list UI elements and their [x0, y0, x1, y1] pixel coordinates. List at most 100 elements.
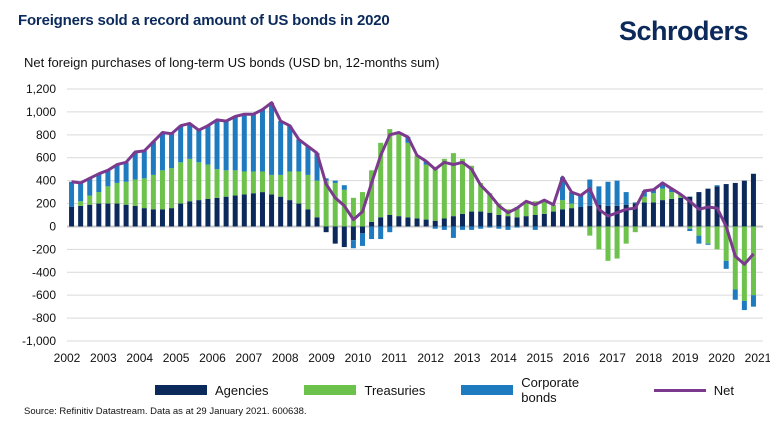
- bar-corporate-bonds: [578, 195, 584, 207]
- bar-agencies: [660, 200, 666, 227]
- bar-agencies: [641, 202, 647, 227]
- y-tick-label: -200: [32, 242, 56, 256]
- bar-agencies: [587, 205, 593, 227]
- bar-corporate-bonds: [141, 150, 147, 179]
- bar-corporate-bonds: [178, 125, 184, 163]
- bar-corporate-bonds: [241, 114, 247, 172]
- bar-agencies: [287, 200, 293, 227]
- x-tick-label: 2012: [417, 351, 444, 365]
- bar-agencies: [469, 211, 475, 227]
- bar-corporate-bonds: [560, 177, 566, 201]
- bar-treasuries: [114, 182, 120, 204]
- source-note: Source: Refinitiv Datastream. Data as at…: [24, 406, 307, 417]
- bar-agencies: [305, 209, 311, 227]
- y-tick-label: -1,000: [22, 334, 56, 348]
- bar-corporate-bonds: [250, 114, 256, 172]
- bar-treasuries: [241, 171, 247, 195]
- bar-corporate-bonds: [187, 123, 193, 159]
- bar-agencies: [359, 226, 365, 234]
- bar-treasuries: [669, 192, 675, 199]
- legend-label: Corporate bonds: [521, 375, 580, 405]
- bar-agencies: [332, 226, 338, 244]
- bar-treasuries: [378, 142, 384, 218]
- bar-agencies: [87, 204, 93, 227]
- bar-treasuries: [159, 170, 165, 210]
- bar-treasuries: [387, 129, 393, 215]
- x-tick-label: 2006: [199, 351, 226, 365]
- x-tick-label: 2014: [490, 351, 517, 365]
- bar-agencies: [269, 194, 275, 227]
- bar-agencies: [414, 218, 420, 227]
- bar-agencies: [214, 197, 220, 227]
- bar-agencies: [341, 226, 347, 248]
- bar-treasuries: [369, 170, 375, 222]
- bar-corporate-bonds: [623, 192, 629, 205]
- bar-treasuries: [187, 158, 193, 202]
- bar-treasuries: [278, 174, 284, 197]
- bar-treasuries: [441, 158, 447, 219]
- bar-treasuries: [414, 155, 420, 219]
- x-tick-label: 2002: [54, 351, 81, 365]
- bar-agencies: [241, 194, 247, 227]
- bar-treasuries: [596, 226, 602, 250]
- chart-subtitle: Net foreign purchases of long-term US bo…: [24, 55, 440, 70]
- bar-agencies: [159, 209, 165, 227]
- bar-corporate-bonds: [269, 102, 275, 175]
- y-tick-label: 600: [36, 151, 56, 165]
- x-tick-label: 2011: [381, 351, 407, 365]
- bar-agencies: [523, 216, 529, 227]
- bar-treasuries: [705, 226, 711, 244]
- x-tick-label: 2005: [163, 351, 190, 365]
- bar-agencies: [514, 217, 520, 227]
- x-tick-label: 2007: [235, 351, 262, 365]
- bar-treasuries: [196, 162, 202, 201]
- bar-corporate-bonds: [569, 192, 575, 204]
- bar-agencies: [141, 208, 147, 227]
- bar-corporate-bonds: [196, 130, 202, 163]
- bar-agencies: [114, 203, 120, 227]
- bar-agencies: [205, 198, 211, 227]
- x-tick-label: 2019: [672, 351, 699, 365]
- bar-treasuries: [605, 226, 611, 261]
- bar-corporate-bonds: [514, 226, 520, 228]
- bar-corporate-bonds: [614, 180, 620, 206]
- bar-treasuries: [205, 164, 211, 199]
- bar-corporate-bonds: [505, 226, 511, 230]
- legend-swatch-agencies: [155, 385, 207, 395]
- bar-agencies: [69, 206, 75, 227]
- bar-corporate-bonds: [259, 109, 265, 172]
- bar-treasuries: [714, 226, 720, 250]
- bar-agencies: [496, 215, 502, 227]
- bar-corporate-bonds: [532, 226, 538, 230]
- bar-corporate-bonds: [696, 235, 702, 244]
- bar-treasuries: [269, 174, 275, 195]
- bar-corporate-bonds: [359, 233, 365, 246]
- legend-label: Net: [713, 382, 734, 398]
- bar-treasuries: [305, 174, 311, 210]
- y-tick-label: 0: [49, 219, 56, 233]
- bar-treasuries: [432, 166, 438, 221]
- bar-corporate-bonds: [632, 202, 638, 204]
- bar-corporate-bonds: [350, 240, 356, 249]
- legend-swatch-treasuries: [304, 385, 357, 395]
- y-tick-label: -800: [32, 311, 56, 325]
- bar-corporate-bonds: [132, 152, 138, 180]
- bar-treasuries: [178, 162, 184, 204]
- bar-treasuries: [532, 201, 538, 215]
- legend-label: Agencies: [215, 382, 269, 398]
- y-tick-label: -600: [32, 288, 56, 302]
- bar-treasuries: [287, 171, 293, 201]
- bar-agencies: [487, 212, 493, 227]
- bar-treasuries: [350, 197, 356, 227]
- legend-label: Treasuries: [364, 382, 426, 398]
- y-tick-label: 200: [36, 197, 56, 211]
- bar-corporate-bonds: [214, 119, 220, 170]
- bar-agencies: [450, 216, 456, 227]
- bar-agencies: [223, 196, 229, 227]
- bar-treasuries: [123, 181, 129, 205]
- bar-corporate-bonds: [123, 162, 129, 182]
- bar-agencies: [187, 201, 193, 227]
- bar-corporate-bonds: [287, 125, 293, 172]
- bar-corporate-bonds: [732, 289, 738, 300]
